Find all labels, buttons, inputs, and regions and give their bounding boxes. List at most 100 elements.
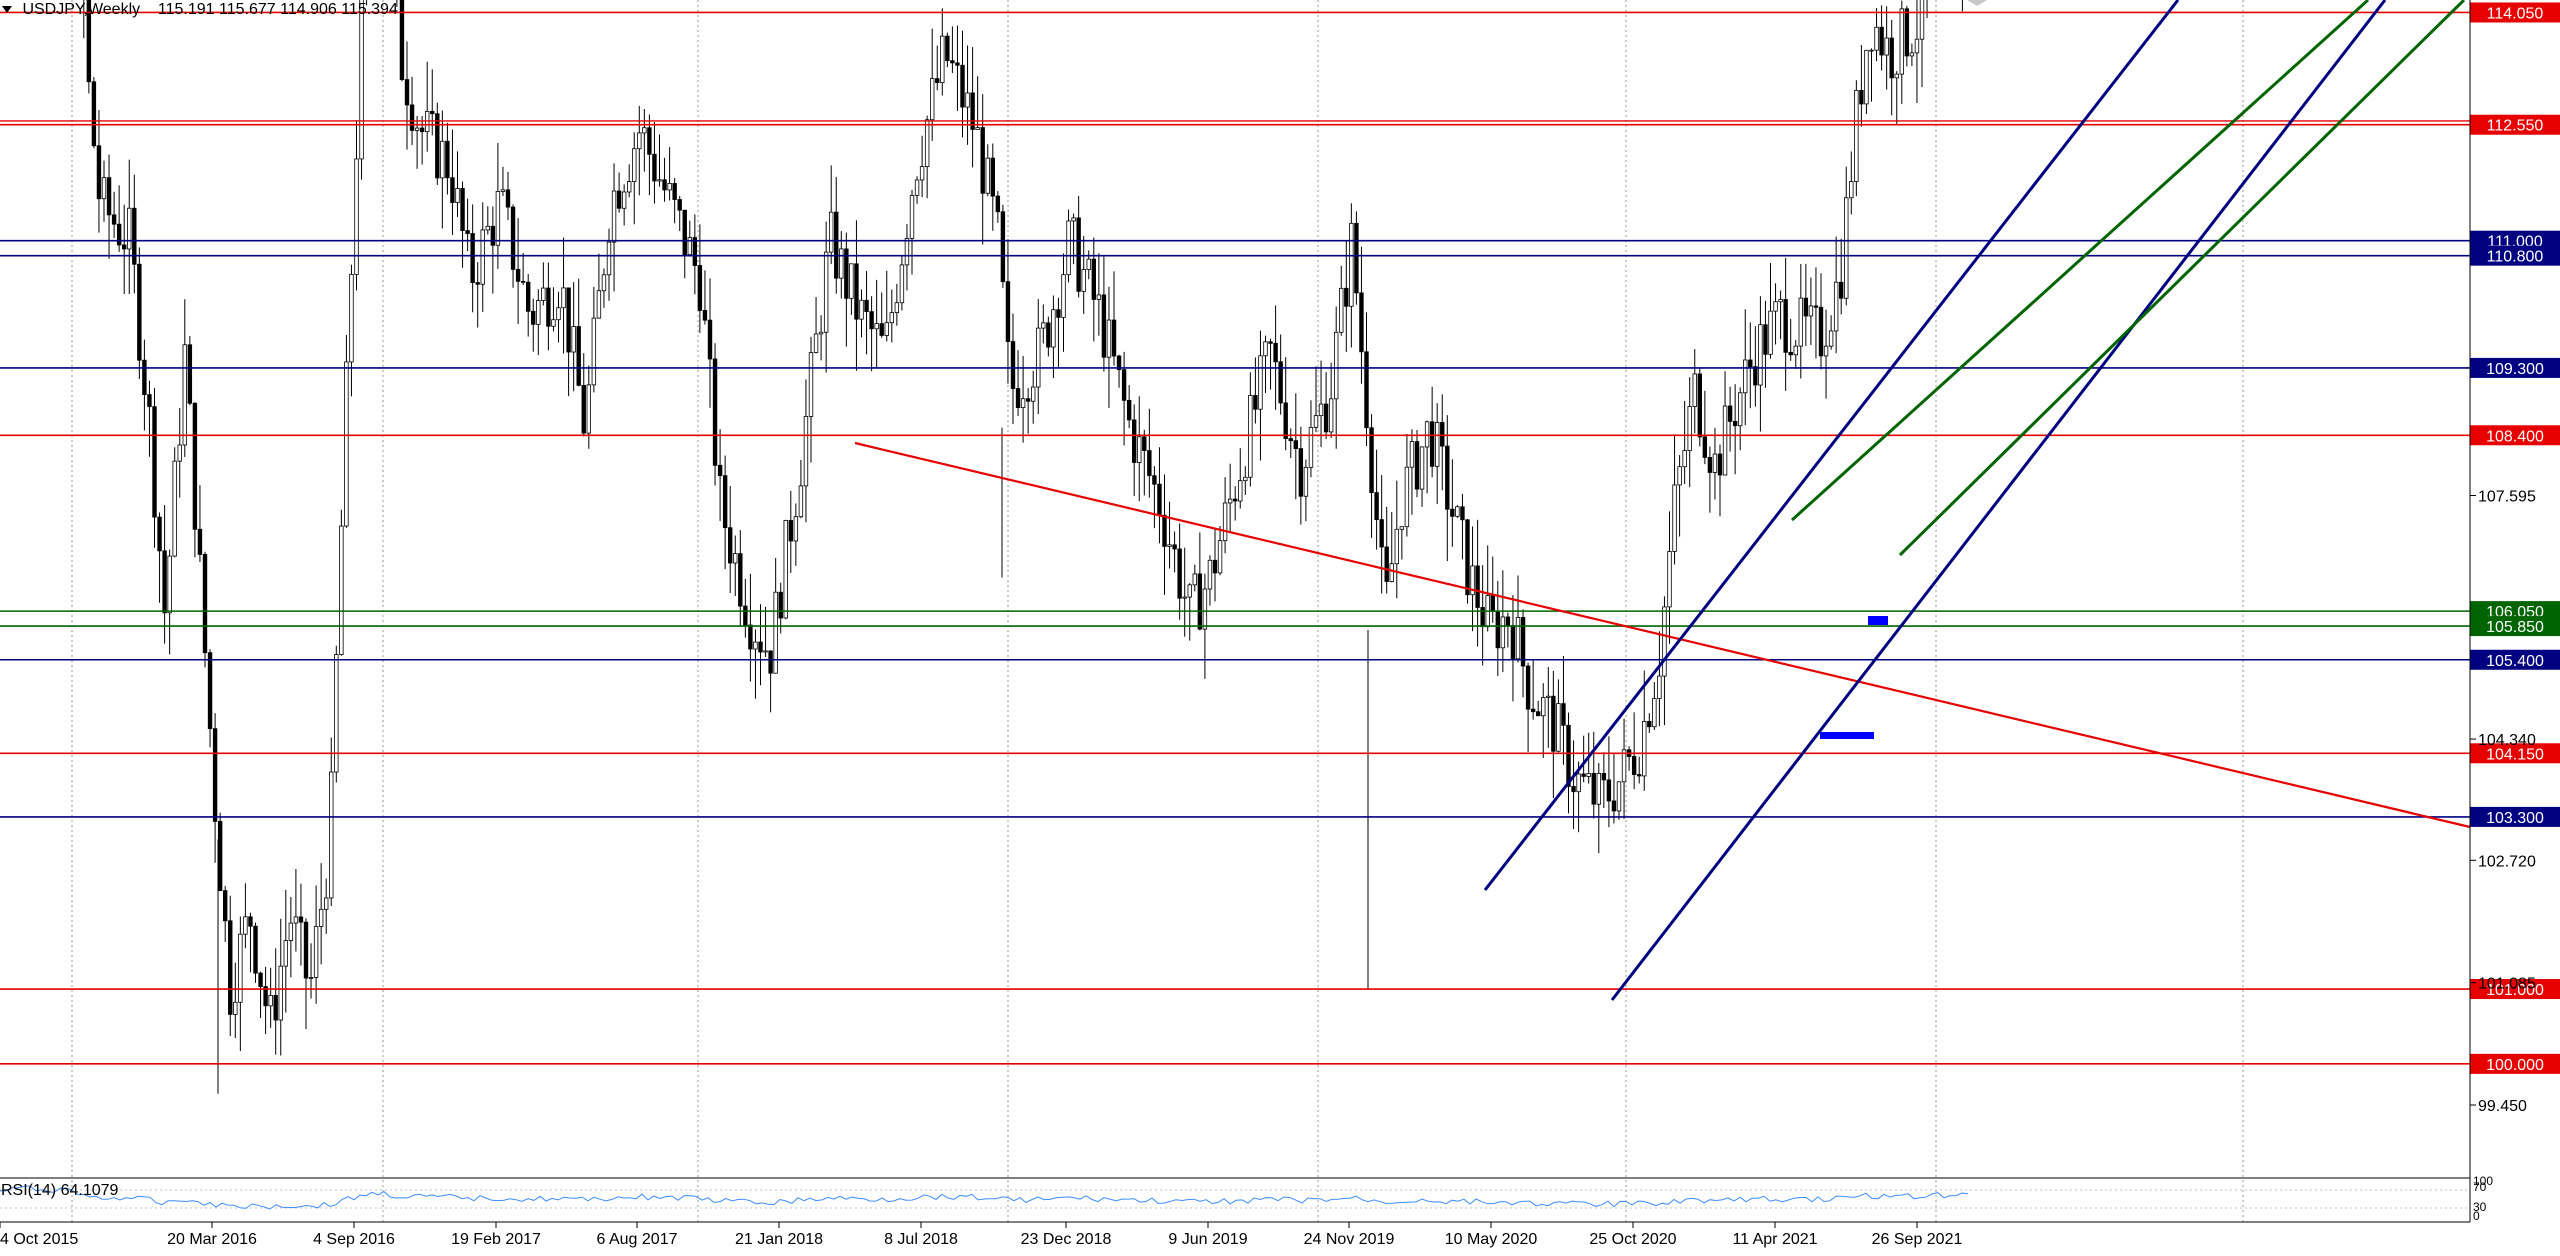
candle-body xyxy=(1546,695,1551,698)
candle-body xyxy=(1606,779,1612,802)
candle-body xyxy=(1773,301,1778,312)
candle-body xyxy=(1132,419,1137,463)
candle-body xyxy=(1753,366,1758,386)
candle-body xyxy=(323,897,329,910)
candle-body xyxy=(1768,310,1773,355)
candle-body xyxy=(778,591,783,619)
candle-body xyxy=(318,908,324,927)
candle-body xyxy=(1298,448,1304,497)
candle-body xyxy=(945,35,950,62)
candle-body xyxy=(1101,294,1107,358)
candle-body xyxy=(1283,402,1288,439)
candle-body xyxy=(1702,436,1708,458)
candle-body xyxy=(682,209,687,256)
candle-body xyxy=(238,933,243,1003)
candle-body xyxy=(1278,361,1283,404)
price-tick-label: 99.450 xyxy=(2478,1098,2527,1115)
candle-body xyxy=(950,60,955,64)
candle-body xyxy=(844,248,849,299)
candle-body xyxy=(1490,595,1495,612)
candle-body xyxy=(1495,611,1500,649)
candle-body xyxy=(677,199,682,211)
price-level-tag: 109.300 xyxy=(2470,357,2560,378)
candle-body xyxy=(243,916,248,935)
zone-marker xyxy=(1868,616,1888,625)
candle-body xyxy=(606,241,612,276)
candle-body xyxy=(556,307,561,321)
candle-body xyxy=(1611,800,1617,812)
candle-body xyxy=(728,527,733,564)
candle-body xyxy=(1475,565,1480,608)
candle-body xyxy=(1662,606,1667,677)
price-level-tag-label: 103.300 xyxy=(2486,810,2544,827)
candle-body xyxy=(1793,345,1798,356)
trendline xyxy=(854,441,2471,829)
candle-body xyxy=(924,119,930,168)
candle-body xyxy=(1192,573,1197,586)
candle-body xyxy=(86,0,92,83)
candle-body xyxy=(101,177,107,200)
price-level-tag: 105.400 xyxy=(2470,649,2560,670)
candle-body xyxy=(909,194,915,239)
candle-body xyxy=(1556,703,1561,752)
candle-body xyxy=(1758,324,1763,386)
candle-body xyxy=(1374,492,1379,521)
candle-body xyxy=(894,302,900,314)
candle-body xyxy=(1233,498,1238,502)
candle-body xyxy=(1212,559,1218,574)
candle-body xyxy=(818,331,824,335)
price-level-tag-label: 109.300 xyxy=(2486,361,2544,378)
time-tick-label: 26 Sep 2021 xyxy=(1872,1231,1963,1248)
candle-body xyxy=(1429,421,1435,467)
candle-body xyxy=(722,475,728,529)
candle-body xyxy=(1889,37,1894,79)
candle-body xyxy=(1323,403,1329,433)
candle-body xyxy=(127,207,132,250)
price-axis: 118.400117.500116.600115.500114.500114.0… xyxy=(2469,0,2560,1222)
candle-body xyxy=(601,274,607,292)
candle-body xyxy=(748,624,753,650)
candle-body xyxy=(1152,475,1157,485)
collapse-triangle-icon[interactable] xyxy=(2,6,12,14)
candle-body xyxy=(763,650,768,653)
candle-body xyxy=(1561,703,1566,726)
candle-body xyxy=(854,263,859,320)
candle-body xyxy=(1061,274,1066,318)
candle-body xyxy=(313,926,319,978)
price-level-tag-bg xyxy=(2470,806,2560,827)
candle-body xyxy=(228,920,233,1015)
candle-body xyxy=(1344,287,1349,307)
candle-body xyxy=(1525,665,1531,710)
candle-body xyxy=(1399,526,1405,530)
candle-body xyxy=(1803,297,1809,317)
candle-body xyxy=(1783,299,1788,353)
candle-body xyxy=(1798,297,1803,347)
price-level-tag-label: 101.000 xyxy=(2486,982,2544,999)
candle-body xyxy=(1591,772,1596,805)
candle-body xyxy=(940,35,945,83)
candle-body xyxy=(541,287,546,301)
price-level-tag: 104.150 xyxy=(2470,743,2560,764)
candle-body xyxy=(611,190,617,243)
candle-body xyxy=(1010,341,1016,389)
candle-body xyxy=(955,62,960,66)
candle-body xyxy=(839,248,844,279)
candle-body xyxy=(1086,258,1091,270)
candle-body xyxy=(258,972,263,987)
candle-body xyxy=(531,310,536,325)
candle-body xyxy=(1869,49,1874,52)
candle-body xyxy=(450,177,455,203)
candle-body xyxy=(1727,405,1733,422)
time-tick-label: 6 Aug 2017 xyxy=(597,1231,678,1248)
candle-body xyxy=(414,127,420,131)
candle-body xyxy=(1808,305,1814,317)
candle-body xyxy=(1515,617,1521,660)
price-level-tag-bg xyxy=(2470,114,2560,135)
candle-body xyxy=(1349,222,1354,307)
price-level-tag: 114.050 xyxy=(2470,2,2560,22)
candle-body xyxy=(1202,588,1208,630)
ohlc-values: 115.191 115.677 114.906 115.394 xyxy=(157,1,398,18)
